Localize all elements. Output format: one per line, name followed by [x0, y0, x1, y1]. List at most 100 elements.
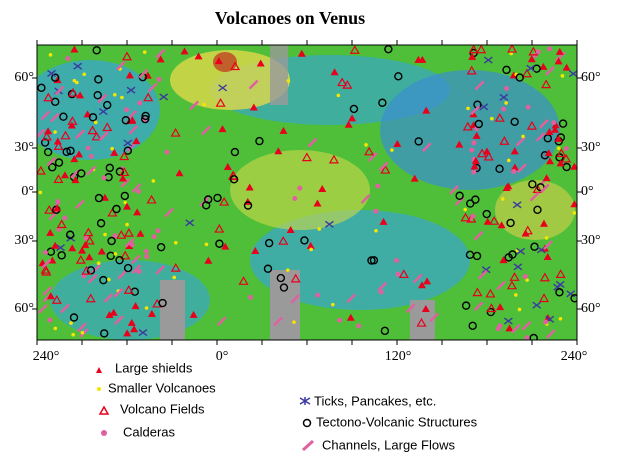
map-symbol — [143, 50, 147, 54]
map-symbol — [551, 120, 556, 125]
map-symbol — [331, 303, 335, 307]
map-symbol — [292, 196, 297, 201]
map-symbol — [573, 211, 577, 215]
map-symbol — [471, 170, 476, 175]
map-symbol — [496, 326, 501, 331]
map-symbol — [114, 252, 118, 256]
map-symbol — [120, 96, 124, 100]
lat-label: 0° — [21, 184, 34, 199]
legend-label: Ticks, Pancakes, etc. — [314, 393, 436, 408]
map-symbol — [469, 148, 474, 153]
map-symbol — [471, 140, 476, 145]
map-symbol — [103, 233, 107, 237]
map-symbol — [547, 46, 552, 51]
map-symbol — [81, 331, 85, 335]
map-symbol — [536, 49, 541, 54]
map-symbol — [490, 117, 494, 121]
map-symbol — [136, 189, 141, 194]
legend-symbol — [101, 430, 107, 436]
title: Volcanoes on Venus — [215, 8, 365, 28]
map-symbol — [297, 186, 302, 191]
map-symbol — [561, 74, 565, 78]
map-symbol — [543, 319, 548, 324]
lon-label: 240° — [33, 349, 60, 364]
map-symbol — [49, 53, 53, 57]
map-symbol — [564, 146, 569, 151]
map-symbol — [82, 72, 86, 76]
map-symbol — [53, 327, 57, 331]
legend-label: Smaller Volcanoes — [108, 380, 216, 395]
legend-symbol — [96, 367, 102, 373]
map-symbol — [463, 208, 467, 212]
map-symbol — [62, 216, 67, 221]
map-symbol — [71, 333, 75, 337]
lat-label: 60° — [14, 301, 34, 316]
lat-label: 30° — [14, 233, 34, 248]
terrain — [50, 260, 210, 340]
map-symbol — [43, 250, 48, 255]
map-symbol — [286, 268, 290, 272]
map-symbol — [110, 147, 114, 151]
map-symbol — [172, 276, 176, 280]
map-symbol — [125, 223, 129, 227]
map-symbol — [124, 107, 129, 112]
map-symbol — [501, 107, 506, 112]
map-symbol — [107, 278, 111, 282]
map-symbol — [165, 150, 170, 155]
map-symbol — [152, 179, 156, 183]
lat-label: 0° — [581, 184, 594, 199]
map-symbol — [130, 242, 135, 247]
map-symbol — [374, 229, 378, 233]
map-symbol — [248, 295, 253, 300]
lon-label: 120° — [385, 349, 412, 364]
map-symbol — [157, 77, 162, 82]
map-symbol — [557, 146, 561, 150]
map-symbol — [373, 209, 378, 214]
map-symbol — [501, 197, 505, 201]
map-symbol — [86, 146, 91, 151]
map-symbol — [205, 243, 209, 247]
map-symbol — [470, 214, 475, 219]
map-symbol — [137, 269, 142, 274]
map-symbol — [102, 175, 107, 180]
lat-label: 60° — [14, 70, 34, 85]
map-symbol — [309, 248, 313, 252]
map-symbol — [356, 324, 361, 329]
map-symbol — [202, 103, 206, 107]
map-symbol — [292, 320, 296, 324]
map-symbol — [39, 191, 43, 195]
data-gap — [270, 270, 300, 340]
map-symbol — [375, 184, 380, 189]
map-symbol — [152, 234, 157, 239]
map-symbol — [504, 101, 508, 105]
map-symbol — [518, 308, 522, 312]
map-symbol — [545, 236, 549, 240]
map-symbol — [89, 154, 94, 159]
map-symbol — [521, 135, 525, 139]
legend-label: Channels, Large Flows — [322, 437, 455, 452]
legend-label: Volcano Fields — [120, 401, 205, 416]
map-symbol — [523, 274, 528, 279]
lon-label: 240° — [561, 349, 588, 364]
legend: Large shields Smaller Volcanoes Volcano … — [96, 360, 478, 452]
map-symbol — [394, 258, 399, 263]
map-symbol — [144, 249, 149, 254]
map-symbol — [94, 121, 98, 125]
map-symbol — [337, 318, 342, 323]
lat-label: 60° — [581, 70, 601, 85]
map-symbol — [53, 130, 57, 134]
map-symbol — [317, 227, 321, 231]
map-symbol — [395, 272, 400, 277]
map — [20, 45, 578, 341]
map-symbol — [55, 199, 60, 204]
map-symbol — [337, 94, 341, 98]
map-symbol — [144, 254, 149, 259]
terrain — [20, 60, 160, 160]
map-figure: Volcanoes on Venus 60° 30° 0° 30° 60° 60… — [0, 0, 617, 468]
legend-symbol — [97, 387, 101, 391]
data-gap — [270, 45, 288, 105]
legend-symbol — [304, 420, 311, 427]
map-symbol — [137, 101, 142, 106]
lon-label: 0° — [216, 349, 229, 364]
map-symbol — [155, 228, 160, 233]
